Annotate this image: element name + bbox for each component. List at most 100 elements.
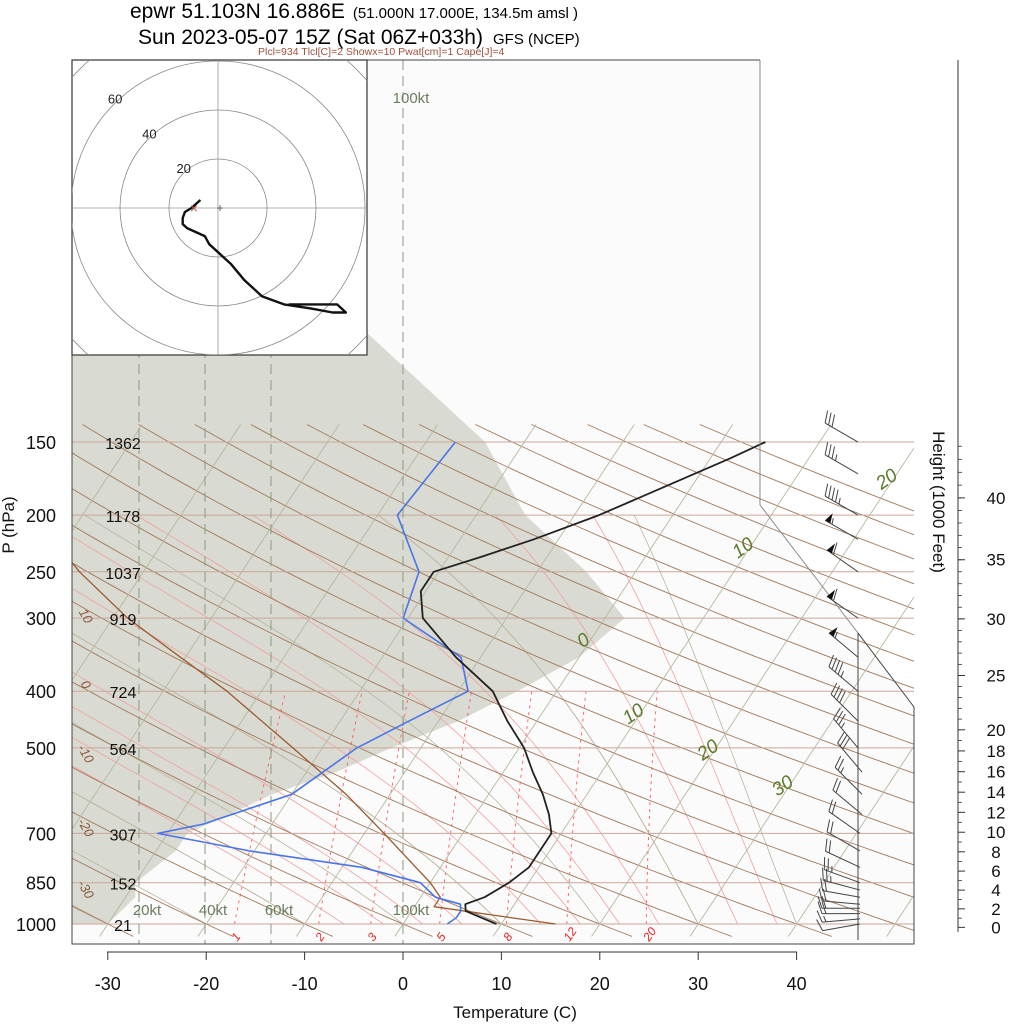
wind-feather [826, 819, 831, 833]
height-label: 1037 [105, 566, 141, 583]
dry-adiabat [72, 811, 333, 937]
wind-feather [831, 414, 836, 428]
height-label: 919 [110, 612, 137, 629]
wind-feather [825, 838, 828, 852]
wind-feather [839, 691, 846, 703]
wind-feather [835, 710, 844, 723]
wind-barb [830, 693, 859, 722]
isotherm [689, 596, 914, 937]
wind-feather [832, 588, 838, 602]
dry-adiabat [72, 681, 633, 937]
wind-barb [822, 923, 861, 932]
temperature-tick-label: -20 [193, 974, 219, 994]
wind-feather [821, 896, 827, 909]
moist-adiabat [72, 632, 502, 925]
hodograph-ring-label: 20 [176, 161, 190, 176]
isotherms [72, 424, 914, 937]
temperature-tick-label: 10 [491, 974, 511, 994]
wind-feather [836, 688, 843, 701]
wind-pennant [825, 513, 833, 524]
isotherm [99, 424, 438, 937]
wind-barb [828, 632, 859, 658]
height-label: 724 [110, 685, 137, 702]
moist-adiabat [84, 514, 601, 925]
pressure-axis: 150 1362 200 1178 250 1037 300 919 400 724 500 564 7… [16, 433, 141, 935]
hodograph-ring-label: 60 [108, 92, 122, 107]
moist-adiabats [72, 514, 797, 925]
height-tick-label: 8 [991, 843, 1000, 862]
saturated-adiabat [495, 514, 738, 925]
saturated-adiabat [72, 536, 581, 925]
dewpoint-curve [157, 441, 469, 925]
wind-half-feather [838, 497, 841, 505]
height-axis-label: Height (1000 Feet) [929, 431, 948, 573]
dry-adiabat [72, 562, 914, 931]
height-label: 21 [114, 918, 132, 935]
parcel-indices: Plcl=934 Tlcl[C]=2 Showx=10 Pwat[cm]=1 C… [258, 46, 505, 58]
wind-feather [828, 840, 832, 853]
wind-barb [824, 454, 859, 475]
wind-barb [822, 918, 861, 923]
pressure-tick-label: 250 [26, 563, 56, 583]
dry-adiabat [72, 452, 914, 835]
height-label: 152 [110, 877, 137, 894]
wind-feather [833, 707, 841, 720]
wind-half-feather [840, 670, 844, 678]
isotach-label: 60kt [265, 902, 294, 919]
hodograph-inset: 20 40 60 × + [71, 59, 368, 356]
saturated-adiabat [592, 514, 778, 925]
wind-barb [828, 666, 859, 692]
height-tick-label: 18 [987, 742, 1006, 761]
wind-feather [820, 878, 824, 891]
isotach-label: 20kt [133, 902, 162, 919]
dry-adiabat [82, 424, 914, 804]
wind-feather [824, 442, 829, 455]
storm-motion-marker: × [190, 200, 198, 216]
hodograph-ring [119, 109, 317, 307]
saturated-adiabat [72, 587, 542, 925]
wind-feather [828, 654, 835, 667]
saturated-adiabat [72, 671, 463, 925]
wind-barb [826, 831, 861, 852]
wind-barb [822, 890, 861, 898]
wind-feather [822, 867, 824, 881]
isotherm [788, 745, 914, 937]
height-tick-label: 2 [991, 900, 1000, 919]
dry-adiabat [72, 640, 733, 937]
wind-feather [817, 901, 823, 914]
hodograph-ring [72, 60, 366, 355]
dry-adiabat [138, 424, 914, 774]
wind-barb [832, 789, 863, 815]
temperature-curve [419, 441, 766, 925]
height-tick-label: 6 [991, 862, 1000, 881]
pressure-tick-label: 300 [26, 609, 56, 629]
height-tick-label: 40 [987, 489, 1006, 508]
temperature-axis: -30 -20 -10 0 10 20 30 40 [95, 951, 807, 994]
temperature-tick-label: 20 [590, 974, 610, 994]
parcel-curve [72, 561, 556, 925]
dry-adiabat [250, 424, 914, 717]
height-tick-label: 4 [991, 881, 1000, 900]
height-tick-label: 10 [987, 823, 1006, 842]
dry-adiabat [419, 424, 914, 636]
wind-pennant [826, 543, 836, 554]
isotach-label: 40kt [199, 902, 228, 919]
dry-adiabat [362, 424, 914, 662]
isobars [72, 441, 914, 925]
hodograph-ring [168, 158, 268, 258]
wind-feather [824, 483, 829, 497]
height-tick-label: 12 [987, 803, 1006, 822]
wind-feather [821, 901, 827, 914]
wind-feather [816, 919, 824, 931]
wind-barb [824, 422, 859, 443]
run-title: Sun 2023-05-07 15Z (Sat 06Z+033h) GFS (NC… [138, 26, 580, 49]
isotach-label: 100kt [393, 902, 431, 919]
wind-feather [833, 685, 841, 698]
wind-feather [818, 888, 823, 901]
wind-feather [816, 910, 823, 923]
dry-adiabat [72, 766, 433, 937]
wind-barb [834, 766, 863, 795]
plot-frame-edge [759, 60, 859, 634]
saturated-adiabat [252, 514, 660, 925]
hodograph-ring-label: 40 [142, 126, 156, 141]
